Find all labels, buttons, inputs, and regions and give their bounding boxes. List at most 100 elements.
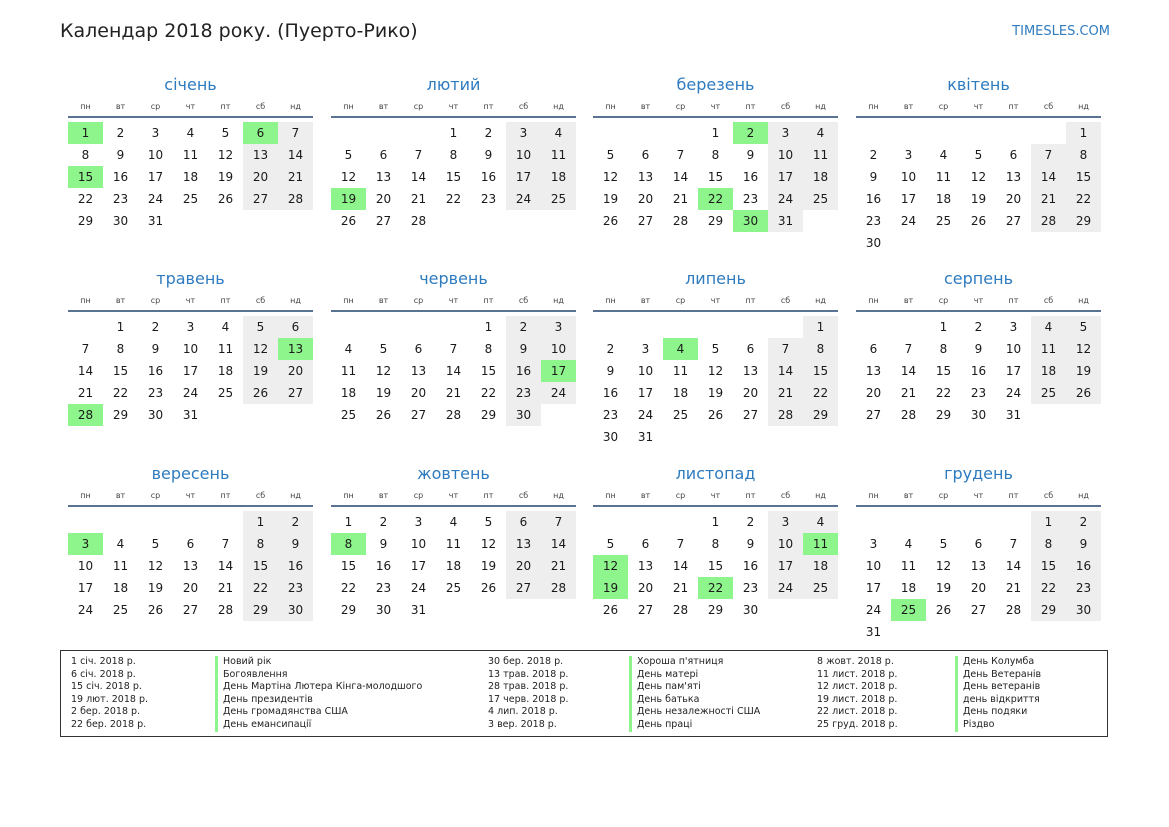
day-cell: 28 — [768, 404, 803, 426]
day-cell: 26 — [243, 382, 278, 404]
header-divider — [856, 505, 1101, 507]
weekday-header: пн вт ср чт пт сб нд — [856, 98, 1101, 114]
day-grid: 1 2 3 4 5 6 7 8 9 10 11 12 13 14 15 16 17 18 19 20 21 22 23 24 2… — [856, 122, 1101, 254]
day-cell: 17 — [77, 581, 94, 595]
day-cell: 12 — [970, 170, 987, 184]
day-cell: 9 — [151, 342, 160, 356]
holiday-legend: 1 січ. 2018 р. 6 січ. 2018 р. 15 січ. 2018… — [60, 650, 1108, 737]
month-name: листопад — [675, 464, 756, 483]
day-cell: 15 — [112, 364, 129, 378]
day-cell: 27 — [375, 214, 392, 228]
day-cell: 5 — [379, 342, 388, 356]
month-block: січень пн вт ср чт пт сб нд 1 2 3 4 5 6 7 8 9 10 11 12 13 14 1… — [68, 72, 313, 232]
day-cell: 6 — [1009, 148, 1018, 162]
day-cell: 11 — [541, 144, 576, 166]
day-grid: 1 2 3 4 5 6 7 8 9 10 11 12 13 14 15 16 17 18 19 20 21 22 23 24 2… — [856, 511, 1101, 643]
day-cell: 23 — [278, 577, 313, 599]
day-cell: 27 — [970, 603, 987, 617]
day-cell: 27 — [637, 214, 654, 228]
day-cell: 4 — [904, 537, 913, 551]
day-cell: 7 — [676, 148, 685, 162]
weekday-label: нд — [553, 490, 564, 500]
day-cell: 30 — [970, 408, 987, 422]
day-cell: 13 — [243, 144, 278, 166]
empty-cell — [996, 511, 1031, 533]
day-cell: 26 — [935, 603, 952, 617]
weekday-label: нд — [815, 490, 826, 500]
day-cell: 22 — [1031, 577, 1066, 599]
day-cell: 3 — [904, 148, 913, 162]
day-cell: 30 — [1066, 599, 1101, 621]
day-cell: 7 — [904, 342, 913, 356]
page-title: Календар 2018 року. (Пуерто-Рико) — [60, 20, 418, 42]
weekday-label: вт — [378, 490, 389, 500]
day-cell: 3 — [186, 320, 195, 334]
weekday-label: нд — [815, 295, 826, 305]
day-cell: 28 — [445, 408, 462, 422]
day-cell: 22 — [803, 382, 838, 404]
day-cell: 11 — [900, 559, 917, 573]
day-cell: 14 — [217, 559, 234, 573]
day-cell: 1 — [243, 511, 278, 533]
holiday-date: 1 січ. 2018 р. — [71, 656, 136, 667]
day-cell: 6 — [641, 148, 650, 162]
day-cell: 29 — [1031, 599, 1066, 621]
legend-date-column: 1 січ. 2018 р. 6 січ. 2018 р. 15 січ. 2018… — [71, 656, 148, 732]
holiday-name: День подяки — [963, 706, 1028, 718]
day-cell: 8 — [711, 537, 720, 551]
day-cell: 16 — [602, 386, 619, 400]
holiday-name: День незалежності США — [637, 706, 761, 718]
day-cell: 30 — [602, 430, 619, 444]
day-cell: 20 — [1005, 192, 1022, 206]
day-cell: 24 — [637, 408, 654, 422]
day-cell: 20 — [637, 192, 654, 206]
day-cell: 28 — [217, 603, 234, 617]
empty-cell — [366, 122, 401, 144]
weekday-label: пт — [745, 101, 756, 111]
day-cell: 13 — [506, 533, 541, 555]
day-cell: 15 — [243, 555, 278, 577]
day-cell: 29 — [707, 214, 724, 228]
weekday-label: нд — [290, 101, 301, 111]
day-cell: 31 — [637, 430, 654, 444]
month-name: травень — [156, 269, 225, 288]
day-cell: 1 — [1066, 122, 1101, 144]
header-divider — [68, 310, 313, 312]
empty-cell — [663, 511, 698, 533]
day-cell: 12 — [707, 364, 724, 378]
day-cell: 18 — [900, 581, 917, 595]
month-name: серпень — [944, 269, 1013, 288]
weekday-label: пт — [745, 295, 756, 305]
day-cell: 30 — [112, 214, 129, 228]
day-cell: 18 — [182, 170, 199, 184]
holiday-date: 22 бер. 2018 р. — [71, 718, 147, 730]
empty-cell — [891, 122, 926, 144]
day-cell: 28 — [278, 188, 313, 210]
day-cell: 31 — [768, 210, 803, 232]
day-cell: 21 — [900, 386, 917, 400]
day-cell: 8 — [243, 533, 278, 555]
day-cell: 22 — [935, 386, 952, 400]
site-link[interactable]: TIMESLES.COM — [1012, 24, 1110, 39]
day-cell: 15 — [1031, 555, 1066, 577]
empty-cell — [401, 316, 436, 338]
holiday-name: Різдво — [963, 718, 995, 730]
weekday-label: вт — [378, 101, 389, 111]
day-cell: 24 — [77, 603, 94, 617]
weekday-label: ср — [938, 490, 949, 500]
day-cell: 10 — [637, 364, 654, 378]
day-cell: 10 — [182, 342, 199, 356]
weekday-label: пн — [868, 490, 879, 500]
weekday-label: пт — [483, 295, 494, 305]
month-block: липень пн вт ср чт пт сб нд 1 2 3 4 5 6 7 8 9 10 11 12 13 14 1… — [593, 266, 838, 448]
empty-cell — [436, 316, 471, 338]
holiday-name: Новий рік — [223, 656, 272, 667]
month-name: березень — [676, 75, 755, 94]
holiday-name: День ветеранів — [963, 681, 1041, 693]
holiday-day-cell: 13 — [278, 338, 313, 360]
day-cell: 27 — [1005, 214, 1022, 228]
empty-cell — [768, 316, 803, 338]
month-name: січень — [164, 75, 217, 94]
holiday-day-cell: 25 — [891, 599, 926, 621]
day-cell: 15 — [1066, 166, 1101, 188]
